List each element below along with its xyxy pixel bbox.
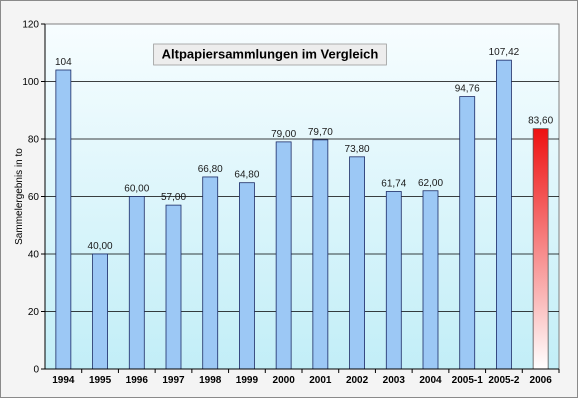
- x-tick-label-2005-1: 2005-1: [452, 375, 484, 386]
- bar-1998: [202, 176, 219, 370]
- data-label-2002: 73,80: [345, 144, 370, 155]
- data-label-2005-1: 94,76: [455, 84, 480, 95]
- x-tick-label-2004: 2004: [419, 375, 442, 386]
- x-tick-label-2006: 2006: [530, 375, 553, 386]
- bar-1997: [165, 204, 182, 370]
- y-tick-label: 60: [28, 192, 40, 203]
- data-label-2006: 83,60: [528, 116, 553, 127]
- chart-title: Altpapiersammlungen im Vergleich: [162, 47, 379, 62]
- x-tick-label-1998: 1998: [199, 375, 222, 386]
- chart-title-box: Altpapiersammlungen im Vergleich: [153, 43, 387, 66]
- value-labels: 104 40,00 60,00 57,00 66,80 64,80 79,00 79,70 73…: [55, 47, 554, 252]
- bar-2002: [349, 156, 365, 370]
- y-axis-title: Sammelergebnis in to: [14, 148, 25, 245]
- data-label-2000: 79,00: [271, 129, 296, 140]
- x-tick-label-2002: 2002: [346, 375, 369, 386]
- y-tick-label: 40: [28, 250, 40, 261]
- data-label-1996: 60,00: [124, 184, 149, 195]
- x-tick-label-2001: 2001: [309, 375, 332, 386]
- bar-2005-1: [459, 96, 476, 370]
- axes: 0 20 40 60 80 100 120 1994 1995 1996 1997 1998 1999 2…: [22, 20, 560, 386]
- data-label-1997: 57,00: [161, 192, 186, 203]
- bar-1994: [55, 69, 72, 370]
- bar-1995: [92, 253, 108, 370]
- data-label-2005-2: 107,42: [489, 47, 520, 58]
- data-label-1998: 66,80: [198, 164, 223, 175]
- x-tick-label-2000: 2000: [273, 375, 296, 386]
- bar-2004: [422, 190, 439, 370]
- y-tick-label: 0: [33, 365, 39, 376]
- bar-2006: [532, 128, 549, 370]
- data-label-1999: 64,80: [234, 170, 259, 181]
- x-tick-label-1995: 1995: [89, 375, 112, 386]
- data-label-2001: 79,70: [308, 127, 333, 138]
- x-tick-label-2005-2: 2005-2: [488, 375, 520, 386]
- data-label-2004: 62,00: [418, 178, 443, 189]
- y-tick-label: 20: [28, 307, 40, 318]
- data-label-1995: 40,00: [88, 241, 113, 252]
- x-tick-label-1996: 1996: [126, 375, 149, 386]
- y-tick-label: 80: [28, 135, 40, 146]
- data-label-2003: 61,74: [381, 178, 406, 189]
- bar-1999: [239, 182, 255, 370]
- y-tick-label: 120: [22, 20, 39, 31]
- data-label-1994: 104: [55, 57, 72, 68]
- x-tick-label-1999: 1999: [236, 375, 259, 386]
- bar-2000: [275, 141, 292, 370]
- x-tick-label-2003: 2003: [383, 375, 406, 386]
- x-tick-label-1994: 1994: [52, 375, 75, 386]
- bars: [55, 59, 549, 370]
- bar-2001: [312, 139, 329, 370]
- bar-1996: [128, 196, 145, 370]
- y-tick-label: 100: [22, 77, 39, 88]
- bar-2003: [385, 191, 402, 370]
- bar-2005-2: [496, 59, 512, 370]
- x-tick-label-1997: 1997: [162, 375, 185, 386]
